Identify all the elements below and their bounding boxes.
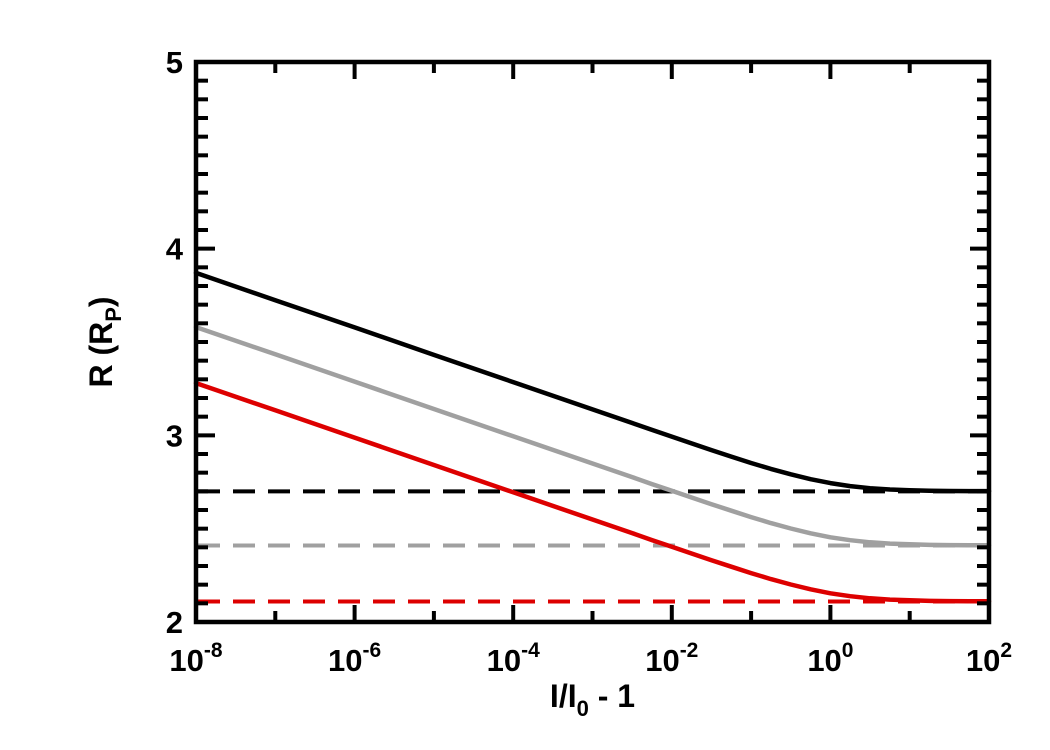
x-tick-label: 10-4	[487, 639, 540, 678]
x-tick-label: 10-2	[645, 639, 698, 678]
gray-model-curve	[193, 324, 992, 548]
y-tick-label: 5	[166, 45, 183, 80]
y-tick-labels: 2 3 4 5	[166, 45, 184, 640]
y-tick-label: 4	[166, 232, 184, 267]
x-tick-labels: 10-8 10-6 10-4 10-2 100 102	[169, 639, 1012, 678]
x-tick-label: 100	[807, 639, 853, 678]
axis-ticks	[194, 60, 991, 624]
x-tick-label: 102	[966, 639, 1012, 678]
x-tick-label: 10-6	[328, 639, 381, 678]
y-tick-label: 2	[166, 605, 183, 640]
x-tick-label: 10-8	[169, 639, 222, 678]
y-tick-label: 3	[166, 418, 183, 453]
plot-frame	[193, 59, 992, 625]
model-curves	[193, 270, 992, 604]
y-axis-title: R (RP)	[83, 296, 126, 387]
black-model-curve	[193, 270, 992, 494]
asymptote-lines	[198, 489, 987, 604]
x-axis-title: I/I0 - 1	[550, 678, 635, 721]
red-model-curve	[193, 380, 992, 604]
